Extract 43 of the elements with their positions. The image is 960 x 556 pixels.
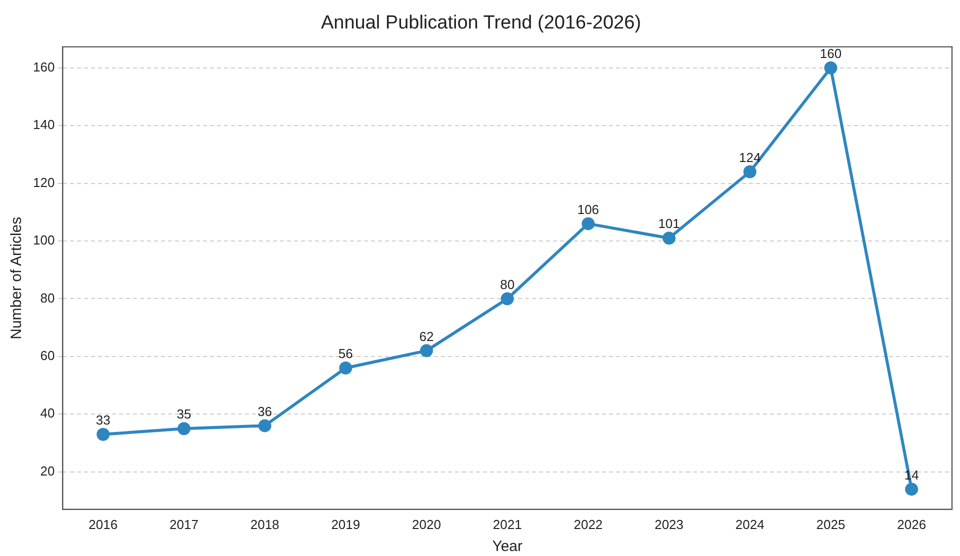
x-tick-label: 2019 (331, 516, 360, 532)
x-tick-label: 2020 (412, 516, 441, 532)
y-axis-title: Number of Articles (8, 216, 26, 340)
point (824, 61, 838, 74)
chart-title: Annual Publication Trend (2016-2026) (320, 12, 642, 34)
y-tick-label: 80 (40, 290, 55, 306)
point (177, 422, 190, 436)
y-tick-label: 140 (32, 117, 55, 132)
x-tick-label: 2022 (574, 516, 603, 532)
x-tick-label: 2018 (250, 516, 280, 532)
y-tick-label: 160 (32, 59, 55, 74)
data-label: 56 (338, 346, 353, 362)
data-label: 160 (820, 46, 842, 61)
x-tick-label: 2025 (816, 516, 846, 532)
x-tick-label: 2021 (492, 516, 522, 532)
x-tick-label: 2023 (654, 516, 684, 532)
point (96, 428, 110, 441)
x-tick-label: 2016 (88, 516, 118, 532)
point (339, 361, 352, 374)
x-tick-label: 2017 (170, 516, 198, 532)
y-tick-label: 20 (40, 463, 55, 478)
y-tick-label: 40 (40, 406, 55, 421)
point (420, 344, 433, 358)
data-label: 106 (577, 202, 600, 217)
data-label: 36 (258, 404, 272, 419)
data-label: 101 (658, 216, 680, 232)
point (258, 419, 272, 432)
x-axis-title: Year (492, 538, 522, 556)
point (905, 482, 918, 496)
data-label: 33 (96, 412, 110, 428)
x-tick-label: 2026 (897, 516, 926, 532)
y-tick-label: 100 (32, 232, 55, 248)
data-label: 80 (500, 276, 515, 292)
data-label: 35 (176, 406, 192, 422)
point (582, 217, 595, 230)
y-tick-label: 120 (32, 174, 55, 190)
y-tick-label: 60 (40, 348, 55, 364)
data-label: 62 (419, 328, 434, 344)
x-tick-label: 2024 (735, 516, 764, 532)
point (662, 232, 676, 245)
data-label: 124 (739, 150, 761, 165)
point (500, 292, 514, 306)
point (743, 165, 756, 178)
